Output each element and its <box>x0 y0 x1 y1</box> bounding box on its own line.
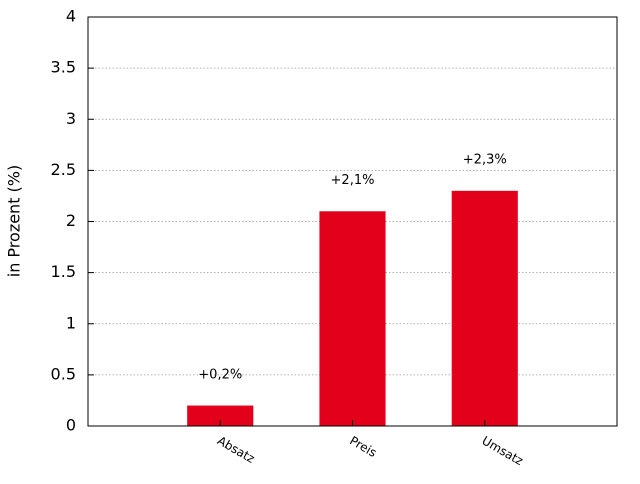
y-tick-label: 0 <box>66 416 76 435</box>
y-tick-label: 3.5 <box>51 58 76 77</box>
y-axis-label: in Prozent (%) <box>5 165 24 277</box>
plot-frame <box>87 16 618 427</box>
x-tick-label: Absatz <box>215 434 257 466</box>
bar <box>451 190 518 426</box>
y-tick-label: 4 <box>66 7 76 26</box>
value-label: +2,3% <box>463 153 507 168</box>
bar <box>319 211 386 426</box>
y-tick-label: 0.5 <box>51 364 76 383</box>
x-tick-label: Preis <box>347 434 379 460</box>
value-label: +0,2% <box>198 367 242 382</box>
y-tick-label: 3 <box>66 109 76 128</box>
bar <box>187 405 254 426</box>
value-label: +2,1% <box>331 173 375 188</box>
y-tick-label: 1 <box>66 313 76 332</box>
y-tick-label: 1.5 <box>51 262 76 281</box>
y-tick-label: 2 <box>66 211 76 230</box>
y-tick-label: 2.5 <box>51 160 76 179</box>
x-tick-label: Umsatz <box>480 434 526 469</box>
